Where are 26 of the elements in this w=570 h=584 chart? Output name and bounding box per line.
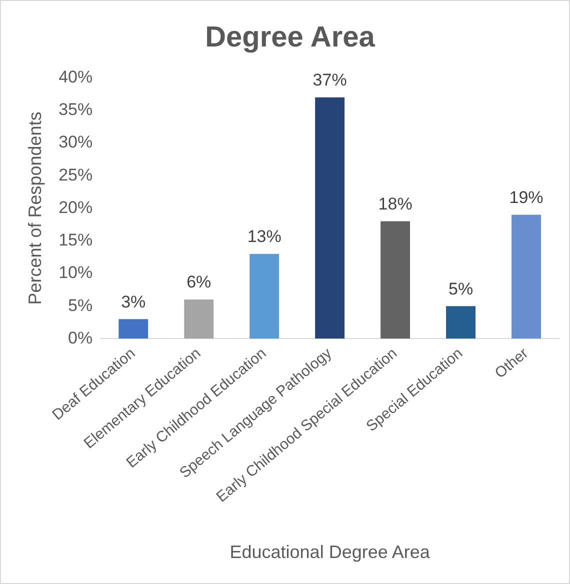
bar: [184, 300, 214, 339]
bar: [446, 306, 476, 339]
bar: [315, 97, 345, 339]
y-tick-label: 40%: [58, 67, 93, 86]
bar: [512, 214, 541, 339]
y-tick-label: 15%: [58, 230, 93, 250]
data-label: 6%: [186, 272, 212, 292]
y-axis-title: Percent of Respondents: [24, 112, 45, 305]
x-axis-title: Educational Degree Area: [230, 542, 431, 562]
y-tick-label: 30%: [58, 132, 93, 152]
data-label: 18%: [378, 194, 412, 214]
y-tick-label: 25%: [58, 165, 93, 184]
data-label: 13%: [247, 227, 282, 246]
chart-title: Degree Area: [205, 21, 376, 54]
y-tick-label: 0%: [68, 328, 93, 348]
y-tick-label: 5%: [68, 296, 93, 315]
data-label: 19%: [509, 188, 544, 207]
y-tick-label: 10%: [58, 263, 93, 282]
y-tick-label: 20%: [58, 198, 93, 217]
y-tick-label: 35%: [58, 100, 93, 120]
data-label: 5%: [448, 279, 474, 298]
bar: [380, 221, 410, 339]
data-label: 37%: [312, 70, 347, 90]
data-label: 3%: [121, 292, 146, 312]
bar: [118, 319, 148, 339]
bar: [250, 254, 280, 339]
